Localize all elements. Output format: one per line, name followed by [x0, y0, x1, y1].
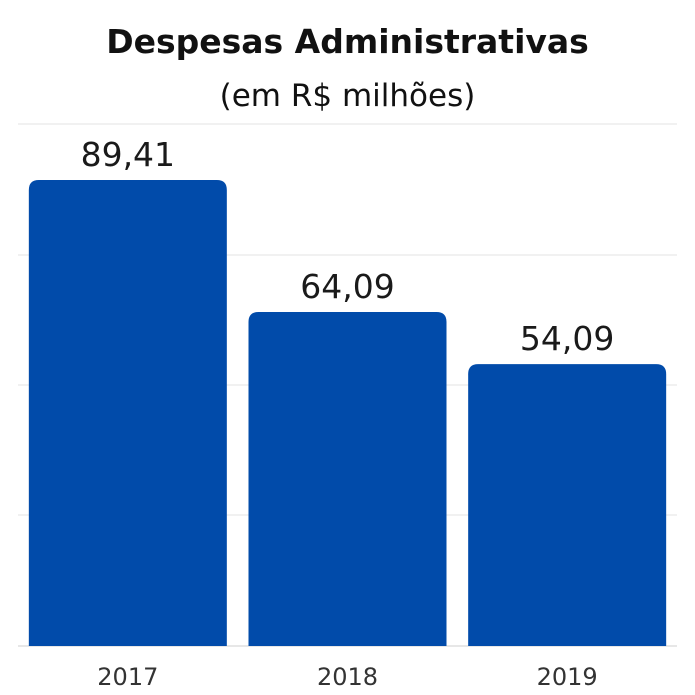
bar-2019 [468, 364, 667, 646]
x-tick-label-2018: 2018 [317, 663, 378, 691]
data-label-2018: 64,09 [300, 267, 394, 306]
data-label-2019: 54,09 [520, 319, 614, 358]
data-label-2017: 89,41 [81, 135, 175, 174]
chart-subtitle: (em R$ milhões) [219, 78, 476, 114]
chart-title: Despesas Administrativas [106, 22, 589, 61]
bar-2018 [248, 311, 447, 646]
x-tick-label-2017: 2017 [97, 663, 158, 691]
data-labels: 89,41 64,09 54,09 [81, 135, 615, 358]
bar-2017 [28, 180, 227, 646]
x-axis-ticks: 2017 2018 2019 [97, 663, 597, 691]
x-tick-label-2019: 2019 [537, 663, 598, 691]
bars [28, 180, 667, 646]
